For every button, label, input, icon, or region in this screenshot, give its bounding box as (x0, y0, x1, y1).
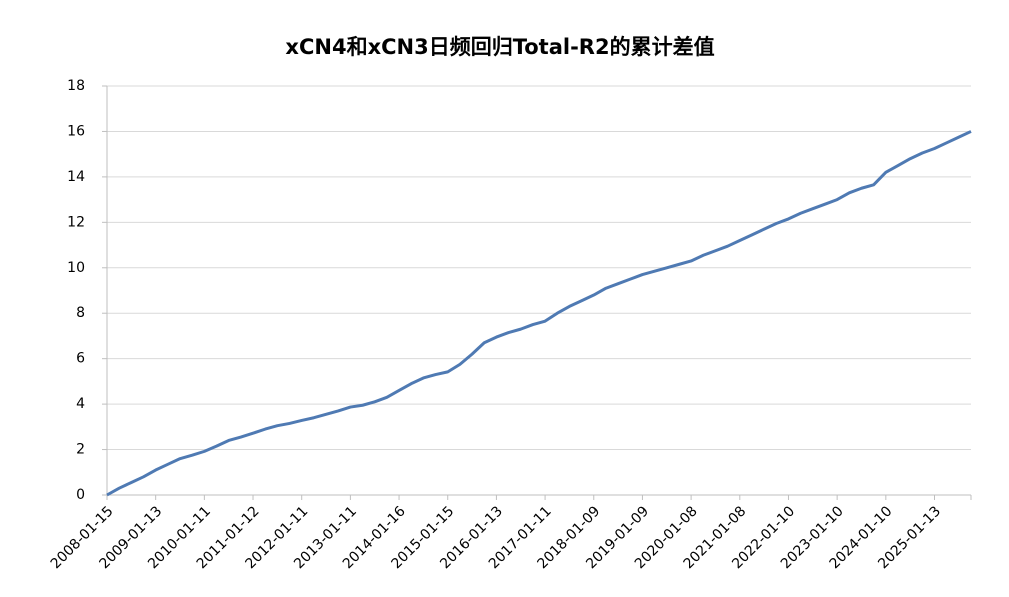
y-tick-label: 2 (76, 442, 85, 458)
y-tick-label: 6 (76, 351, 85, 367)
y-tick-label: 8 (76, 305, 85, 321)
chart-title: xCN4和xCN3日频回归Total-R2的累计差值 (285, 35, 714, 59)
y-tick-label: 10 (67, 260, 85, 276)
y-tick-label: 16 (67, 123, 85, 139)
y-tick-label: 4 (76, 396, 85, 412)
y-tick-label: 12 (67, 214, 85, 230)
y-tick-label: 18 (67, 78, 85, 94)
y-tick-label: 14 (67, 169, 85, 185)
data-line (106, 130, 972, 497)
y-tick-label: 0 (76, 487, 85, 503)
